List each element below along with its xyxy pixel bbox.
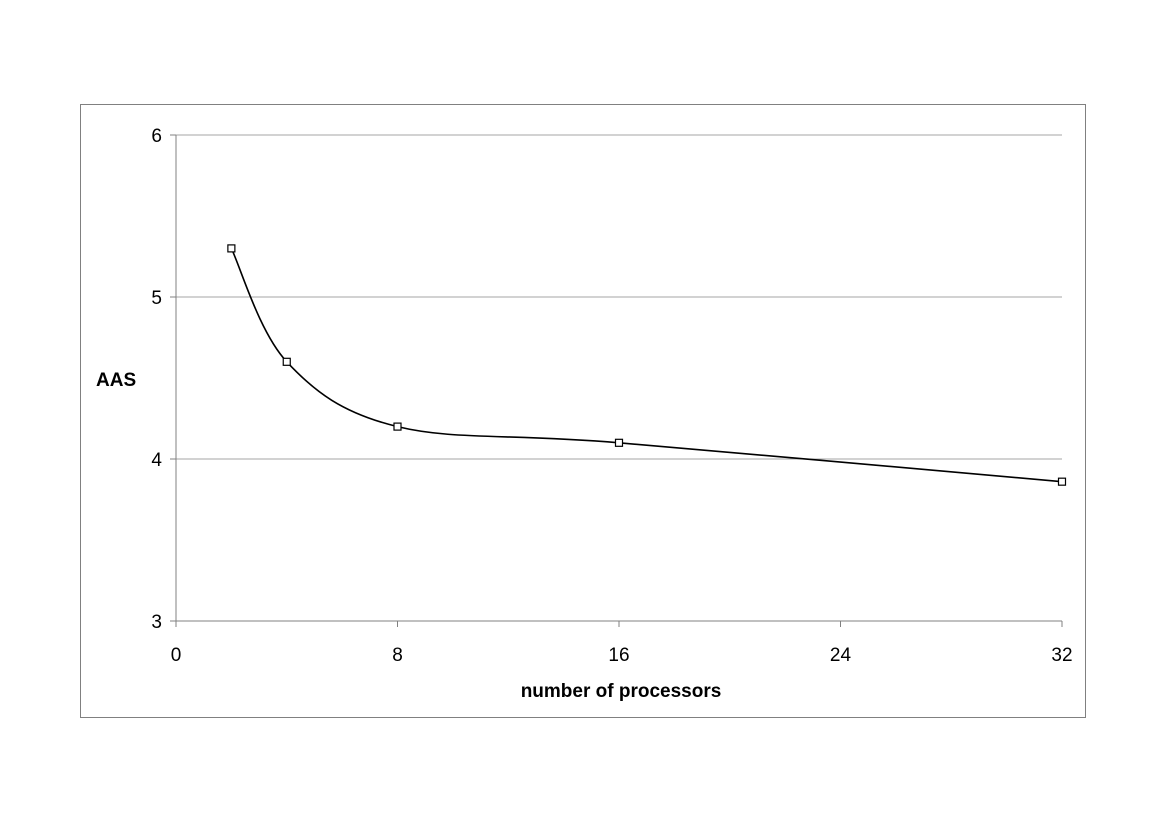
y-axis-title: AAS [96,370,136,391]
y-tick-label: 6 [151,126,162,147]
y-tick-label: 3 [151,612,162,633]
x-tick-label: 0 [171,645,182,666]
chart-area-frame [80,104,1086,718]
data-point-marker [282,357,291,366]
axes [170,134,1063,627]
y-tick-labels: 3 4 5 6 [151,126,162,633]
data-point-marker [393,422,402,431]
x-tick-label: 24 [830,645,852,666]
x-tick-labels: 0 8 16 24 32 [171,645,1073,666]
x-tick-label: 16 [608,645,629,666]
data-markers [227,244,1067,486]
series-line [230,248,1063,483]
y-tick-label: 4 [151,450,162,471]
x-axis-title: number of processors [521,681,722,702]
y-tick-label: 5 [151,288,162,309]
gridlines [176,134,1062,460]
data-point-marker [1057,477,1067,486]
series-line-group [230,248,1063,483]
x-tick-label: 8 [392,645,403,666]
x-tick-label: 32 [1051,645,1072,666]
data-point-marker [227,244,236,253]
data-point-marker [614,438,624,447]
